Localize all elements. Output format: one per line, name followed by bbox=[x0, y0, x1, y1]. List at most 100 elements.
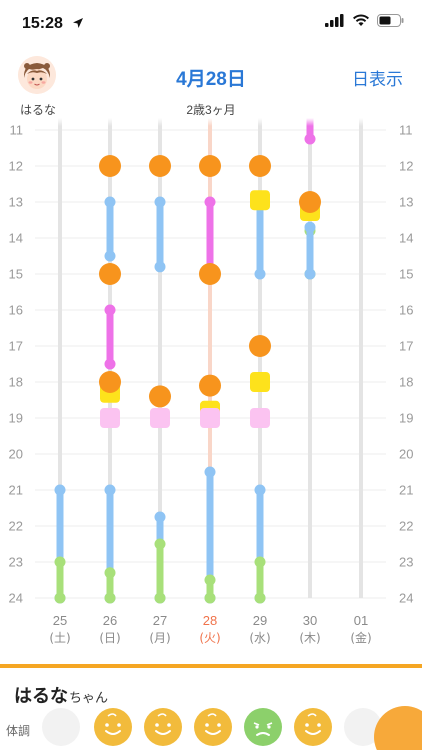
record-marker bbox=[250, 372, 270, 392]
meal-marker bbox=[199, 155, 221, 177]
header-date[interactable]: 4月28日 bbox=[176, 69, 246, 90]
record-bar-start-dot bbox=[204, 466, 216, 478]
y-tick-label-left: 16 bbox=[9, 303, 23, 318]
status-bar: 15:28 bbox=[0, 0, 422, 44]
wifi-icon bbox=[353, 14, 369, 26]
y-tick-label-left: 18 bbox=[9, 375, 23, 390]
y-tick-label-right: 13 bbox=[399, 195, 413, 210]
condition-sick-face-icon[interactable] bbox=[244, 708, 282, 746]
x-date-label: 27 bbox=[153, 613, 167, 628]
y-tick-label-left: 14 bbox=[9, 231, 23, 246]
x-date-label: 30 bbox=[303, 613, 317, 628]
x-weekday-label: (火) bbox=[199, 631, 220, 645]
y-tick-label-right: 11 bbox=[399, 123, 413, 138]
y-tick-label-right: 22 bbox=[399, 519, 413, 534]
record-bar-start-dot bbox=[154, 538, 166, 550]
y-tick-label-right: 19 bbox=[399, 411, 413, 426]
record-bar-end-dot bbox=[304, 133, 316, 145]
girl-face-icon bbox=[18, 56, 56, 94]
record-bar-start-dot bbox=[154, 196, 166, 208]
x-weekday-label: (金) bbox=[350, 630, 371, 645]
weekly-timeline-chart[interactable]: 11 11 12 12 13 13 14 14 15 15 16 16 17 17 18 18 19 19 20 20… bbox=[0, 118, 422, 654]
y-tick-label-right: 12 bbox=[399, 159, 413, 174]
x-date-label: 26 bbox=[103, 613, 117, 628]
meal-marker bbox=[149, 385, 171, 408]
child-age: 2歳3ヶ月 bbox=[186, 103, 236, 117]
record-marker bbox=[200, 408, 220, 428]
x-date-label: 01 bbox=[354, 613, 368, 628]
cellular-signal-icon bbox=[325, 14, 344, 27]
child-name: はるな bbox=[20, 103, 57, 117]
x-weekday-label: (月) bbox=[149, 631, 170, 645]
y-tick-label-right: 14 bbox=[399, 231, 413, 246]
panel-child-honorific: ちゃん bbox=[69, 690, 109, 705]
y-tick-label-left: 23 bbox=[9, 555, 23, 570]
record-bar-end-dot bbox=[104, 592, 116, 604]
y-tick-label-left: 11 bbox=[10, 123, 24, 138]
y-tick-label-left: 19 bbox=[9, 411, 23, 426]
y-tick-label-left: 24 bbox=[9, 591, 23, 606]
record-bar-start-dot bbox=[204, 196, 216, 208]
condition-empty-icon[interactable] bbox=[42, 708, 80, 746]
meal-marker bbox=[99, 155, 121, 177]
header: 4月28日 日表示 bbox=[0, 44, 422, 106]
y-tick-label-left: 21 bbox=[9, 483, 23, 498]
record-bar-start-dot bbox=[104, 304, 116, 316]
meal-marker bbox=[249, 335, 271, 357]
record-bar-end-dot bbox=[154, 592, 166, 604]
y-tick-label-left: 22 bbox=[9, 519, 23, 534]
record-bar-end-dot bbox=[254, 592, 266, 604]
x-date-label: 25 bbox=[53, 613, 67, 628]
child-avatar[interactable] bbox=[18, 56, 56, 94]
y-tick-label-right: 16 bbox=[399, 303, 413, 318]
timeline-svg[interactable]: 11 11 12 12 13 13 14 14 15 15 16 16 17 17 18 18 19 19 20 20… bbox=[0, 118, 422, 654]
meal-marker bbox=[199, 263, 221, 285]
condition-good-face-icon[interactable] bbox=[194, 708, 232, 746]
day-view-button[interactable]: 日表示 bbox=[352, 70, 403, 89]
chart-top-fade bbox=[0, 118, 422, 126]
y-tick-label-right: 17 bbox=[399, 339, 413, 354]
y-tick-label-left: 12 bbox=[9, 159, 23, 174]
condition-good-face-icon[interactable] bbox=[94, 708, 132, 746]
x-date-label: 29 bbox=[253, 613, 267, 628]
meal-marker bbox=[149, 155, 171, 177]
y-tick-label-right: 23 bbox=[399, 555, 413, 570]
record-bar-end-dot bbox=[104, 250, 116, 262]
child-panel: はるなちゃん 体調 bbox=[0, 668, 422, 750]
record-bar-end-dot bbox=[204, 592, 216, 604]
panel-child-name-text: はるな bbox=[14, 686, 68, 706]
x-weekday-label: (土) bbox=[49, 631, 70, 645]
y-tick-label-left: 15 bbox=[9, 267, 23, 282]
record-bar-start-dot bbox=[304, 221, 316, 233]
record-bar-start-dot bbox=[54, 484, 66, 496]
subheader: はるな 2歳3ヶ月 bbox=[0, 98, 422, 120]
panel-child-name: はるなちゃん bbox=[14, 682, 108, 708]
meal-marker bbox=[99, 263, 121, 285]
record-bar-start-dot bbox=[104, 484, 116, 496]
record-bar-start-dot bbox=[104, 196, 116, 208]
y-tick-label-right: 18 bbox=[399, 375, 413, 390]
record-bar-start-dot bbox=[254, 484, 266, 496]
record-bar-end-dot bbox=[304, 268, 316, 280]
status-time: 15:28 bbox=[22, 15, 63, 32]
record-bar-start-dot bbox=[104, 567, 116, 579]
condition-good-face-icon[interactable] bbox=[294, 708, 332, 746]
record-marker bbox=[150, 408, 170, 428]
battery-icon bbox=[377, 14, 404, 27]
meal-marker bbox=[199, 374, 221, 397]
record-marker bbox=[250, 190, 270, 211]
x-weekday-label: (水) bbox=[249, 631, 270, 645]
meal-marker bbox=[99, 371, 121, 393]
record-bar-start-dot bbox=[204, 574, 216, 586]
record-bar-end-dot bbox=[254, 268, 266, 280]
condition-good-face-icon[interactable] bbox=[144, 708, 182, 746]
location-arrow-icon bbox=[73, 18, 83, 28]
record-bar-start-dot bbox=[54, 556, 66, 568]
record-bar-end-dot bbox=[104, 358, 116, 370]
record-bar-start-dot bbox=[254, 556, 266, 568]
record-bar-end-dot bbox=[54, 592, 66, 604]
y-tick-label-right: 21 bbox=[399, 483, 413, 498]
meal-marker bbox=[249, 155, 271, 177]
meal-marker bbox=[299, 191, 321, 213]
condition-label: 体調 bbox=[6, 724, 31, 738]
